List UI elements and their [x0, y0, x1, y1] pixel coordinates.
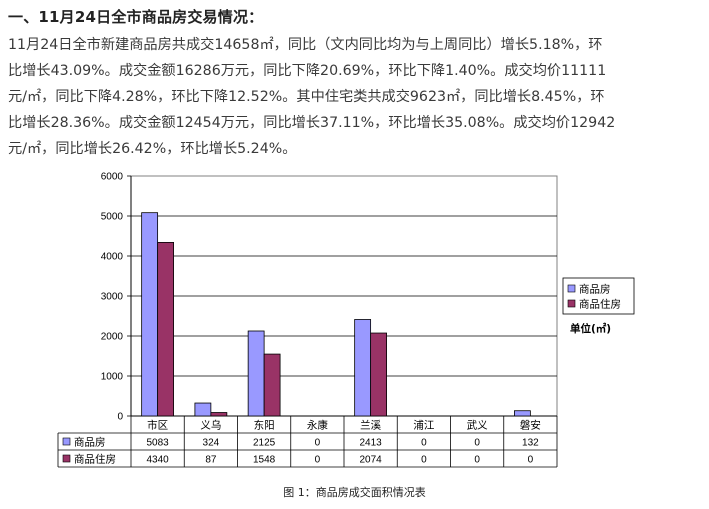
unit-label: 单位(㎡) — [570, 322, 611, 335]
figure-caption: 图 1：商品房成交面积情况表 — [283, 486, 426, 499]
table-data-label: 0 — [528, 455, 534, 466]
x-category-label: 义乌 — [200, 419, 221, 432]
x-category-label: 永康 — [307, 419, 328, 432]
bar-commercial-housing — [141, 212, 159, 417]
legend-box — [562, 277, 635, 315]
y-tick-label: 5000 — [101, 212, 124, 223]
y-tick-label: 6000 — [101, 172, 124, 183]
table-data-label: 87 — [205, 455, 217, 466]
table-data-label: 0 — [474, 438, 480, 449]
bar-commercial-housing — [194, 402, 212, 417]
bar-commercial-housing — [247, 330, 265, 417]
table-data-label: 5083 — [147, 438, 170, 449]
section-heading: 一、11月24日全市商品房交易情况： — [8, 8, 264, 26]
x-category-label: 磐安 — [520, 419, 541, 432]
paragraph-line: 元/㎡，同比下降4.28%，环比下降12.52%。其中住宅类共成交9623㎡，同… — [8, 89, 605, 105]
area-bar-chart: 0 1000 2000 3000 4000 5000 6000 市区 义乌 东阳 永康 兰溪 浦江 武义 磐… — [57, 172, 635, 468]
table-legend-swatch — [62, 454, 71, 463]
y-tick-label: 3000 — [101, 292, 124, 303]
table-series-name: 商品住房 — [74, 453, 116, 466]
table-data-label: 2074 — [360, 455, 383, 466]
table-series-name: 商品房 — [74, 436, 106, 449]
paragraph-line: 元/㎡，同比增长26.42%，环比增长5.24%。 — [8, 141, 297, 157]
bar-residential-housing — [263, 353, 281, 417]
table-data-label: 2125 — [253, 438, 276, 449]
bar-residential-housing — [370, 332, 388, 417]
legend-swatch — [567, 299, 576, 308]
paragraph-line: 比增长28.36%。成交金额12454万元，同比增长37.11%，环比增长35.… — [8, 115, 616, 131]
x-category-label: 兰溪 — [360, 419, 381, 432]
table-data-label: 0 — [315, 455, 321, 466]
table-data-label: 2413 — [360, 438, 383, 449]
report-paragraph: 11月24日全市新建商品房共成交14658㎡，同比（文内同比均为与上周同比）增长… — [8, 32, 703, 162]
y-tick-label: 1000 — [101, 372, 124, 383]
bar-residential-housing — [157, 242, 175, 417]
bar-commercial-housing — [354, 319, 372, 417]
y-tick-label: 0 — [117, 412, 123, 423]
legend-label: 商品住房 — [579, 298, 621, 311]
table-data-label: 4340 — [147, 455, 170, 466]
bar-residential-housing — [210, 412, 228, 417]
x-category-label: 浦江 — [413, 419, 434, 432]
bar-commercial-housing — [514, 410, 531, 417]
table-data-label: 132 — [522, 438, 539, 449]
table-data-label: 0 — [421, 438, 427, 449]
table-data-label: 324 — [203, 438, 220, 449]
legend-label: 商品房 — [579, 283, 611, 296]
table-data-label: 0 — [315, 438, 321, 449]
table-data-label: 0 — [421, 455, 427, 466]
x-category-label: 东阳 — [254, 419, 275, 432]
y-tick-label: 4000 — [101, 252, 124, 263]
table-legend-swatch — [62, 437, 71, 446]
paragraph-line: 比增长43.09%。成交金额16286万元，同比下降20.69%，环比下降1.4… — [8, 63, 607, 79]
paragraph-line: 11月24日全市新建商品房共成交14658㎡，同比（文内同比均为与上周同比）增长… — [8, 37, 603, 53]
x-category-label: 市区 — [147, 419, 168, 432]
legend-swatch — [567, 284, 576, 293]
table-data-label: 0 — [474, 455, 480, 466]
table-data-label: 1548 — [253, 455, 276, 466]
y-tick-label: 2000 — [101, 332, 124, 343]
x-category-label: 武义 — [467, 419, 488, 432]
